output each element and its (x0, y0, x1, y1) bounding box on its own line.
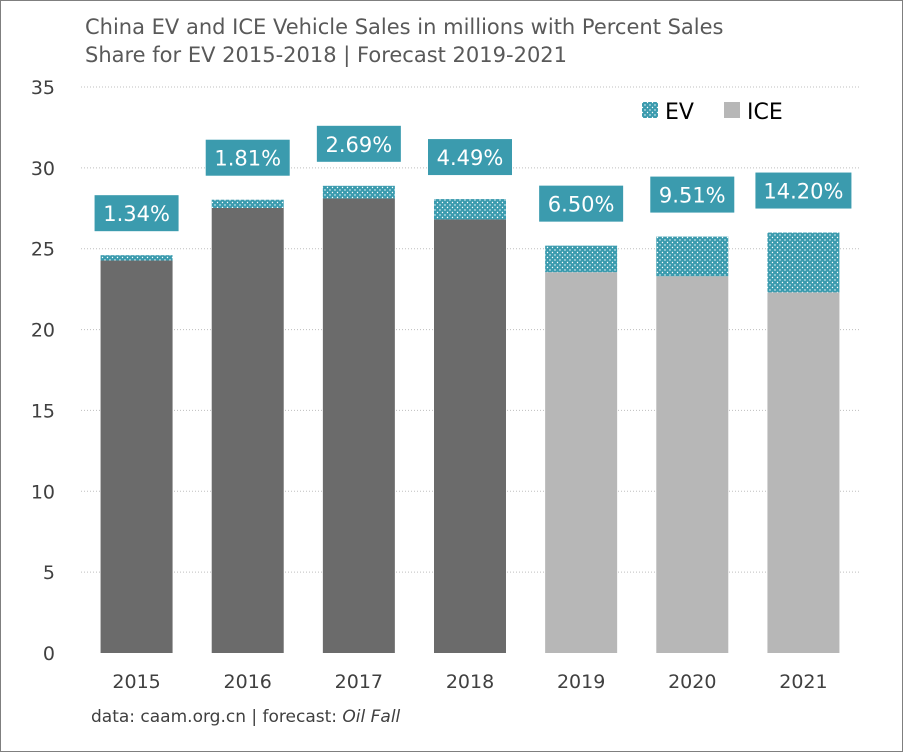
bars (100, 185, 840, 653)
y-tick-label: 25 (31, 239, 55, 261)
x-tick-label: 2019 (557, 671, 605, 693)
legend-ice-label: ICE (747, 100, 783, 125)
x-tick-label: 2018 (446, 671, 494, 693)
ev-share-label: 14.20% (763, 180, 843, 204)
y-tick-label: 30 (31, 158, 55, 180)
legend-ice-swatch (724, 102, 740, 118)
legend: EV ICE (642, 100, 783, 125)
bar-ice (656, 276, 729, 653)
ev-share-label-box (316, 125, 401, 162)
x-tick-label: 2016 (224, 671, 272, 693)
bar-ev (434, 199, 506, 220)
bar-ice (434, 219, 506, 653)
bar-ice (545, 272, 618, 653)
ev-share-label: 6.50% (548, 193, 615, 217)
x-axis-ticks: 2015 2016 2017 2018 2019 2020 2021 (112, 671, 827, 693)
ev-share-label-box (94, 195, 179, 232)
y-axis-ticks: 0 5 10 15 20 25 30 35 (31, 77, 55, 665)
y-tick-label: 10 (31, 481, 55, 503)
ev-share-label-box (755, 172, 852, 209)
source-prefix: data: caam.org.cn | forecast: (91, 707, 343, 727)
legend-ev-swatch (642, 102, 658, 118)
bar-ice (322, 198, 395, 653)
chart-title: China EV and ICE Vehicle Sales in millio… (85, 15, 724, 67)
y-tick-label: 5 (43, 562, 55, 584)
bar-ev (656, 236, 729, 277)
bar-ev (100, 255, 173, 261)
ev-share-label: 4.49% (437, 146, 504, 170)
y-tick-label: 15 (31, 400, 55, 422)
y-tick-label: 35 (31, 77, 55, 99)
y-tick-label: 0 (43, 643, 55, 665)
ev-share-label: 9.51% (659, 184, 726, 208)
ev-share-label: 1.81% (214, 147, 281, 171)
bar-ice (767, 292, 840, 653)
source-note: data: caam.org.cn | forecast: Oil Fall (91, 707, 400, 727)
bar-ev (545, 245, 618, 273)
ev-share-label: 2.69% (325, 133, 392, 157)
ev-share-label-box (205, 139, 290, 176)
y-tick-label: 20 (31, 320, 55, 342)
x-tick-label: 2020 (668, 671, 716, 693)
legend-ev-label: EV (665, 100, 694, 125)
ev-share-label-box (539, 185, 624, 222)
bar-ev (322, 185, 395, 199)
bar-ev (767, 232, 840, 293)
ev-share-label-box (428, 139, 512, 176)
bar-ice (100, 260, 173, 653)
x-tick-label: 2017 (335, 671, 383, 693)
ev-share-labels: 1.34% 1.81% 2.69% 4.49% 6.50% 9.51% 14.20% (94, 125, 852, 232)
bar-ev (211, 199, 284, 208)
x-tick-label: 2021 (779, 671, 827, 693)
bar-ice (211, 207, 284, 653)
x-tick-label: 2015 (112, 671, 160, 693)
ev-share-label-box (650, 176, 735, 213)
ev-share-label: 1.34% (103, 202, 170, 226)
forecast-source-name: Oil Fall (342, 707, 401, 727)
